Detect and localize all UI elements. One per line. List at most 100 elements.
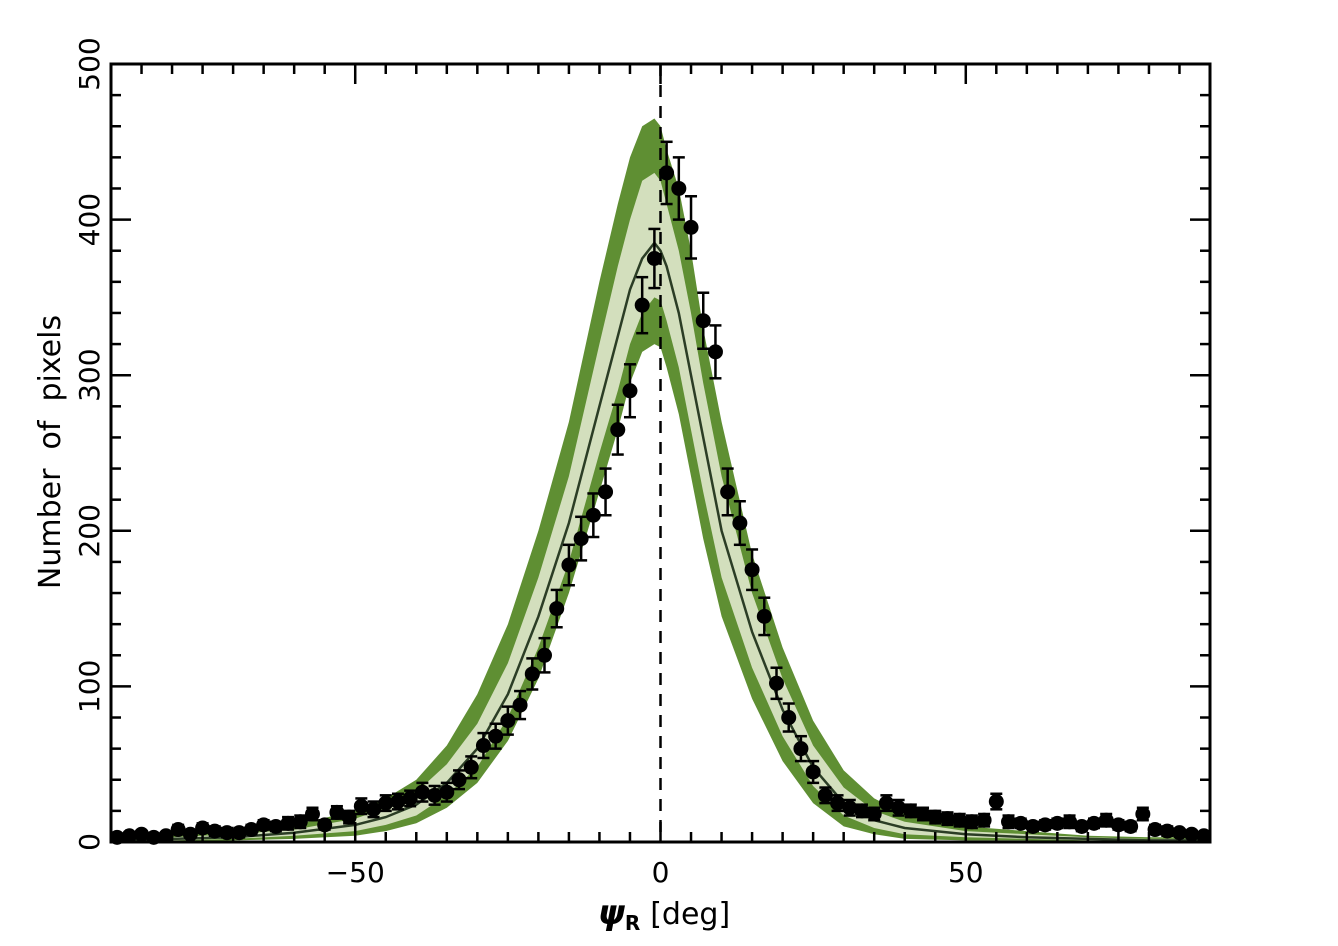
data-point-marker (353, 798, 369, 814)
data-point (707, 324, 723, 380)
data-point (720, 467, 736, 517)
data-point-marker (854, 803, 870, 819)
data-point (659, 140, 675, 206)
data-point-marker (463, 759, 479, 775)
data-point-marker (378, 795, 394, 811)
data-point-marker (927, 809, 943, 825)
data-point-marker (219, 825, 235, 841)
data-point-marker (231, 825, 247, 841)
data-point-marker (903, 803, 919, 819)
data-point-marker (830, 795, 846, 811)
data-point (231, 825, 247, 841)
data-point (1074, 818, 1090, 834)
data-point (952, 812, 968, 828)
data-point (1123, 818, 1139, 834)
data-point (769, 666, 785, 701)
data-point-marker (549, 601, 565, 617)
data-point (1110, 817, 1126, 833)
data-point-marker (695, 313, 711, 329)
data-point (634, 275, 650, 335)
data-point-marker (842, 800, 858, 816)
data-point-marker (1025, 818, 1041, 834)
data-point-marker (158, 828, 174, 844)
data-point-marker (756, 608, 772, 624)
data-point (671, 156, 687, 221)
data-point-marker (744, 562, 760, 578)
data-point (805, 759, 821, 785)
data-point (1086, 815, 1102, 831)
data-point-marker (427, 787, 443, 803)
data-point (341, 809, 357, 825)
data-point (585, 492, 601, 539)
data-point-marker (805, 764, 821, 780)
data-point (280, 815, 296, 831)
data-point (573, 515, 589, 562)
data-point (878, 794, 894, 813)
data-point-marker (817, 787, 833, 803)
data-point (891, 798, 907, 817)
data-point (1147, 822, 1163, 838)
data-point-marker (402, 790, 418, 806)
data-point (781, 702, 797, 733)
data-point (451, 769, 467, 791)
data-point (1098, 812, 1114, 828)
data-point-marker (1062, 814, 1078, 830)
data-point-marker (536, 647, 552, 663)
data-point-marker (170, 822, 186, 838)
data-point-marker (634, 297, 650, 313)
data-point (427, 784, 443, 806)
data-point (366, 800, 382, 819)
data-point-marker (268, 818, 284, 834)
data-point-marker (1110, 817, 1126, 833)
data-point (1159, 823, 1175, 839)
data-point (1013, 815, 1029, 831)
data-point (524, 657, 540, 691)
data-point-marker (280, 815, 296, 831)
data-point (414, 781, 430, 803)
data-point (561, 543, 577, 587)
data-point (1001, 814, 1017, 830)
x-tick-label: 50 (948, 856, 984, 889)
data-point-marker (292, 814, 308, 830)
data-point-marker (573, 531, 589, 547)
y-axis-title: Number of pixels (33, 315, 68, 589)
data-point-marker (512, 697, 528, 713)
data-point (256, 817, 272, 833)
data-point-marker (707, 344, 723, 360)
data-point (683, 195, 699, 260)
data-point (988, 792, 1004, 811)
data-point (549, 588, 565, 629)
data-point-marker (585, 507, 601, 523)
data-point-marker (561, 557, 577, 573)
data-point-marker (891, 800, 907, 816)
data-point-marker (781, 710, 797, 726)
data-point-marker (1184, 826, 1200, 842)
data-point (793, 734, 809, 763)
data-point (1196, 828, 1212, 844)
data-point-marker (1086, 815, 1102, 831)
data-point (915, 806, 931, 822)
data-point (646, 227, 662, 290)
data-point-marker (195, 820, 211, 836)
data-point (1037, 817, 1053, 833)
data-point (463, 755, 479, 780)
data-point-marker (1098, 812, 1114, 828)
data-point-marker (329, 804, 345, 820)
data-point (219, 825, 235, 841)
y-tick-label: 200 (73, 504, 106, 557)
data-point (536, 636, 552, 674)
data-point-marker (366, 801, 382, 817)
data-point (976, 812, 992, 828)
data-point-marker (475, 738, 491, 754)
data-point-marker (1037, 817, 1053, 833)
data-point (304, 806, 320, 822)
data-point-marker (793, 741, 809, 757)
data-point-marker (976, 812, 992, 828)
data-point (390, 792, 406, 811)
data-point-marker (414, 784, 430, 800)
data-point-marker (646, 251, 662, 266)
data-point-marker (720, 484, 736, 500)
data-point-marker (1013, 815, 1029, 831)
